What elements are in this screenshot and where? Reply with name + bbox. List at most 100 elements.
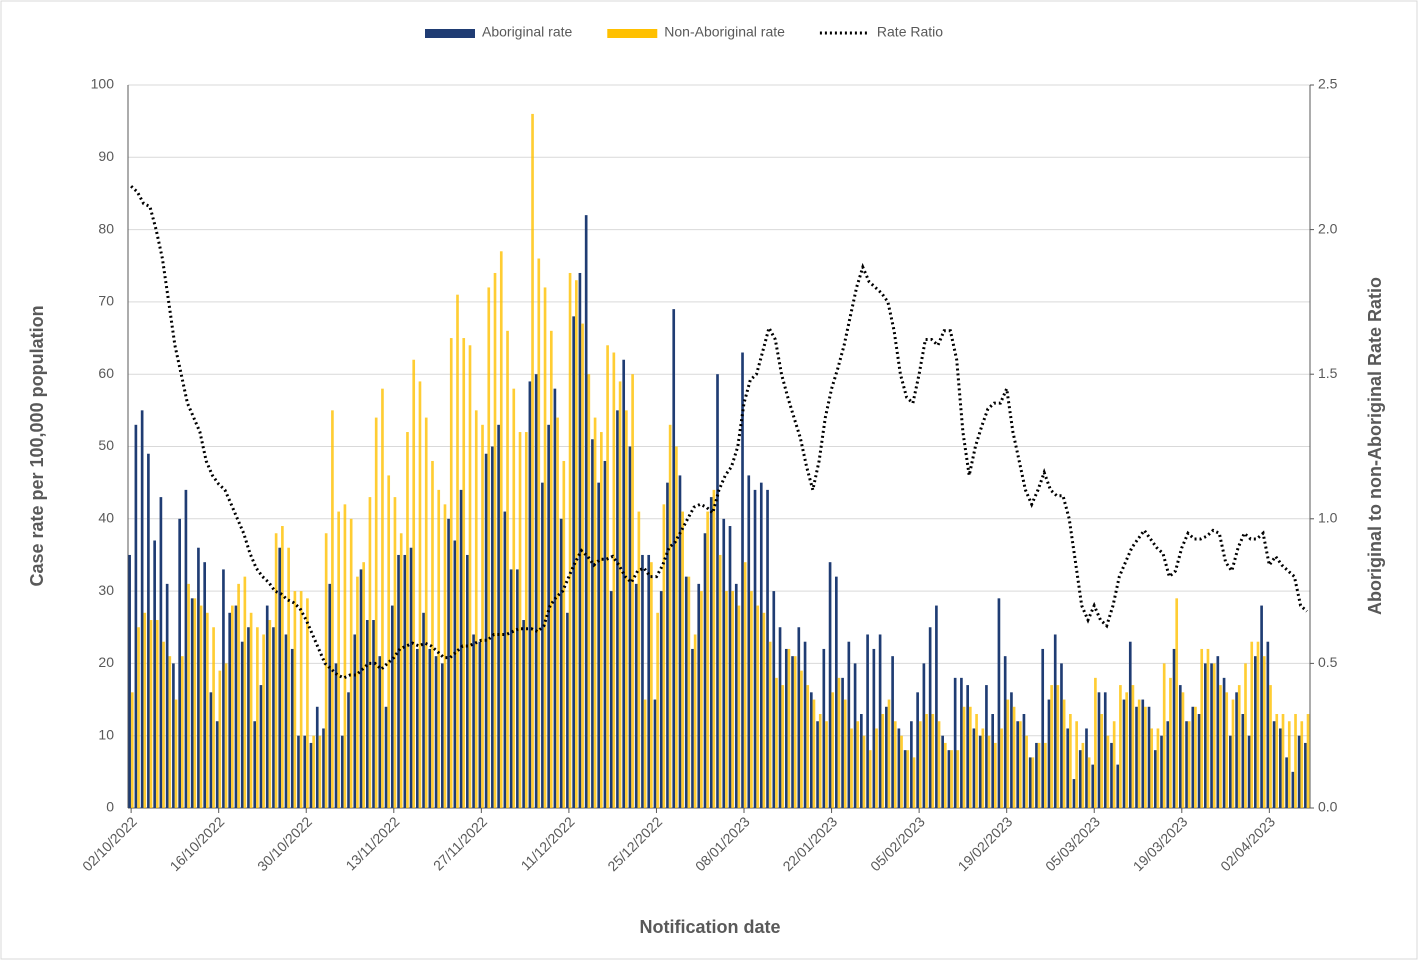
bar [491, 446, 494, 808]
bar [174, 699, 178, 808]
bar [334, 663, 338, 808]
bar [309, 742, 313, 808]
bar [422, 612, 425, 808]
y2-tick-label: 1.0 [1318, 510, 1338, 526]
bar [1028, 757, 1032, 808]
bar [628, 446, 632, 808]
bar [459, 489, 463, 808]
y2-tick-label: 0.5 [1318, 654, 1338, 670]
bar [1287, 721, 1291, 808]
bar [953, 677, 957, 808]
bar [775, 677, 778, 808]
bar [1262, 656, 1266, 808]
bar [143, 612, 147, 808]
bar [1041, 648, 1045, 808]
bar [1141, 699, 1145, 808]
bar [247, 627, 250, 808]
y2-tick-label: 0.0 [1318, 799, 1338, 815]
bar [1053, 634, 1057, 808]
bar [481, 424, 484, 808]
bar [566, 612, 569, 808]
bar [337, 511, 340, 808]
bar [1166, 721, 1170, 808]
y2-tick-label: 1.5 [1318, 365, 1338, 381]
bar [825, 721, 828, 808]
bar [1081, 742, 1085, 808]
bar [1025, 735, 1028, 808]
bar [365, 620, 369, 808]
bar [447, 518, 450, 808]
bar [522, 620, 525, 808]
bar [1197, 714, 1201, 808]
bar [734, 583, 738, 808]
bar [493, 272, 497, 809]
bar [597, 482, 601, 808]
bar [728, 526, 732, 808]
bar [1194, 706, 1197, 808]
bar [828, 562, 832, 808]
bar [822, 648, 826, 808]
bar [1172, 648, 1176, 808]
bar [625, 410, 628, 808]
bar [541, 482, 544, 808]
bar [691, 648, 694, 808]
bar [743, 562, 747, 808]
bar [1244, 663, 1247, 808]
bar [509, 569, 513, 808]
bar [906, 750, 910, 808]
bar [1103, 692, 1107, 808]
bar [1254, 656, 1257, 808]
bar [312, 735, 315, 808]
bar [1225, 692, 1229, 808]
bar [759, 482, 763, 808]
bar [634, 583, 638, 808]
bar [916, 692, 919, 808]
bar [1006, 699, 1010, 808]
bar [1153, 750, 1157, 808]
bar [324, 533, 328, 808]
bar [1019, 721, 1022, 808]
bar [218, 670, 222, 808]
y-axis-title: Case rate per 100,000 population [27, 305, 47, 586]
bar [678, 475, 682, 808]
bar [816, 721, 819, 808]
bar [1235, 692, 1238, 808]
bar [506, 330, 509, 808]
bar [956, 750, 960, 808]
bar [240, 641, 244, 808]
bar [531, 113, 534, 809]
bar [981, 728, 985, 808]
bar [466, 554, 469, 808]
bar [1069, 714, 1072, 808]
legend-label: Non-Aboriginal rate [664, 24, 785, 40]
bar [268, 620, 272, 808]
bar [1200, 648, 1204, 808]
bar [1191, 706, 1195, 808]
bar [428, 648, 432, 808]
bar [1050, 685, 1053, 808]
bar [925, 714, 928, 808]
bar [703, 533, 707, 808]
bar [687, 576, 691, 808]
bar [1125, 692, 1128, 808]
bar [766, 489, 769, 808]
bar [581, 323, 584, 808]
bar [1291, 771, 1295, 808]
bar [693, 634, 697, 808]
bar [891, 656, 894, 808]
bar [328, 583, 332, 808]
legend-swatch [607, 29, 658, 38]
bar [1150, 728, 1154, 808]
bar [1178, 685, 1182, 808]
bar [834, 576, 838, 808]
bar [1012, 706, 1016, 808]
bar [1144, 706, 1147, 808]
bar [653, 699, 657, 808]
bar [1003, 656, 1007, 808]
bar [818, 714, 822, 808]
bar [574, 280, 578, 809]
bar [462, 338, 466, 808]
bar [1112, 721, 1116, 808]
bar [134, 424, 138, 808]
bar [960, 677, 963, 808]
